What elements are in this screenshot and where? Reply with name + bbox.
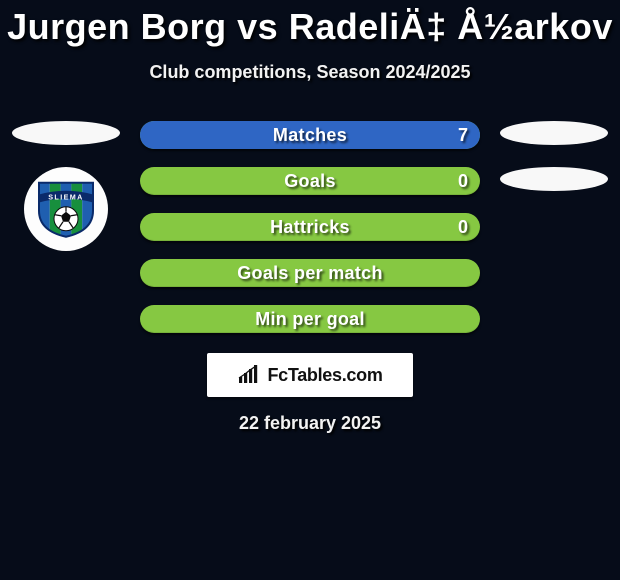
stat-bar: Min per goal xyxy=(140,305,480,333)
stat-label: Goals xyxy=(140,167,480,195)
player1-photo-placeholder xyxy=(12,121,120,145)
branding-bars-icon xyxy=(237,365,263,385)
stat-bar: Matches7 xyxy=(140,121,480,149)
player2-club-placeholder xyxy=(500,167,608,191)
shield-icon: SLIEMA xyxy=(35,177,97,239)
date-line: 22 february 2025 xyxy=(0,413,620,434)
stat-value: 0 xyxy=(458,167,468,195)
player2-column xyxy=(494,121,614,191)
comparison-card: Jurgen Borg vs RadeliÄ‡ Å½arkov Club com… xyxy=(0,0,620,580)
stat-bar: Goals per match xyxy=(140,259,480,287)
page-title: Jurgen Borg vs RadeliÄ‡ Å½arkov xyxy=(0,0,620,48)
club-band-text: SLIEMA xyxy=(48,192,84,201)
content-area: SLIEMA Matches7Goals0Hattricks0Goals per… xyxy=(0,121,620,434)
stats-bars: Matches7Goals0Hattricks0Goals per matchM… xyxy=(140,121,480,333)
branding-text: FcTables.com xyxy=(267,365,382,386)
stat-bar: Goals0 xyxy=(140,167,480,195)
stat-label: Min per goal xyxy=(140,305,480,333)
stat-value: 0 xyxy=(458,213,468,241)
stat-label: Goals per match xyxy=(140,259,480,287)
stat-value: 7 xyxy=(458,121,468,149)
stat-bar: Hattricks0 xyxy=(140,213,480,241)
player1-club-logo: SLIEMA xyxy=(24,167,108,251)
player1-column: SLIEMA xyxy=(6,121,126,251)
stat-label: Matches xyxy=(140,121,480,149)
branding-badge: FcTables.com xyxy=(207,353,413,397)
player2-photo-placeholder xyxy=(500,121,608,145)
stat-label: Hattricks xyxy=(140,213,480,241)
subtitle: Club competitions, Season 2024/2025 xyxy=(0,62,620,83)
